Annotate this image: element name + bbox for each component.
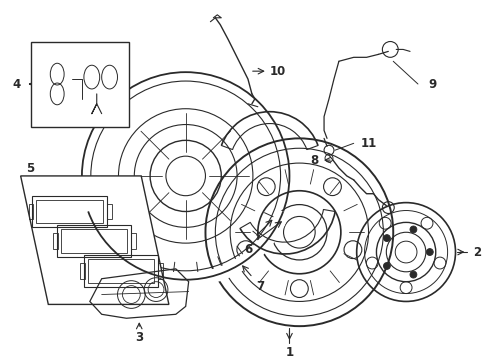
Bar	[158, 263, 163, 279]
Text: 9: 9	[428, 77, 436, 90]
Polygon shape	[20, 176, 168, 305]
Text: 8: 8	[309, 154, 318, 167]
Text: 1: 1	[285, 346, 293, 359]
Circle shape	[409, 226, 416, 233]
Text: 11: 11	[360, 137, 376, 150]
Bar	[30, 41, 129, 126]
Text: 10: 10	[269, 65, 285, 78]
Circle shape	[409, 271, 416, 278]
Text: 7: 7	[256, 280, 264, 293]
Bar	[131, 233, 136, 249]
Circle shape	[383, 235, 389, 242]
Bar	[61, 229, 127, 253]
Circle shape	[426, 248, 432, 256]
Text: 2: 2	[472, 246, 480, 258]
Bar	[57, 225, 131, 257]
Bar	[32, 196, 106, 227]
Bar	[88, 259, 154, 283]
Text: 6: 6	[244, 243, 252, 256]
Bar	[28, 204, 33, 219]
Bar	[84, 255, 158, 287]
Bar	[80, 263, 85, 279]
Bar	[37, 200, 102, 223]
Text: 5: 5	[26, 162, 35, 175]
Bar	[53, 233, 58, 249]
Text: 4: 4	[13, 77, 21, 90]
Circle shape	[383, 262, 389, 269]
Bar	[106, 204, 111, 219]
Text: 3: 3	[135, 330, 143, 343]
